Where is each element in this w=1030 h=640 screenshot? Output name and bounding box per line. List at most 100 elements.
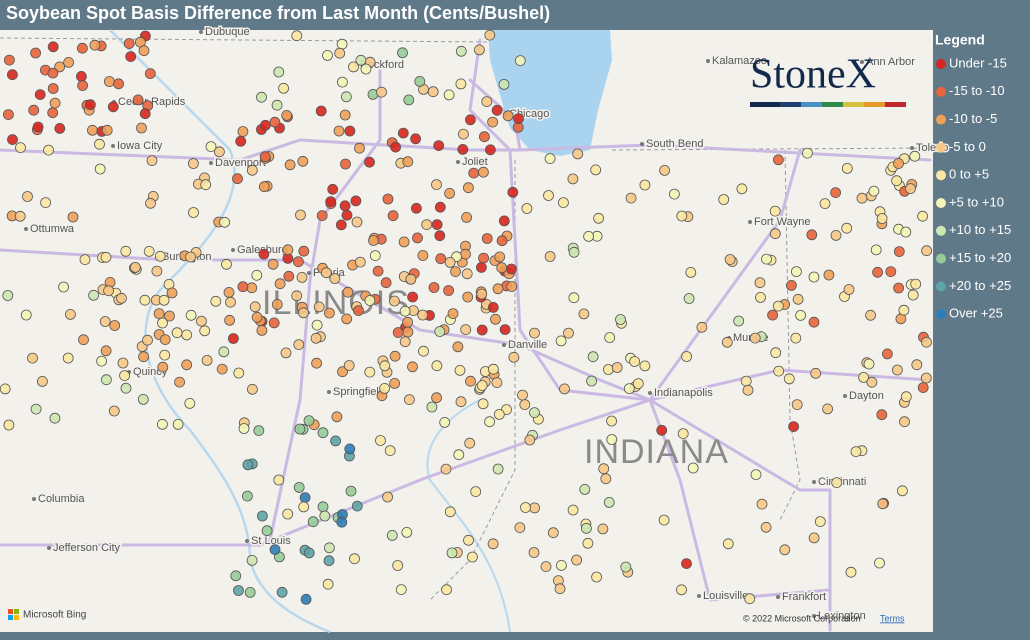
basis-dot [877, 498, 889, 510]
basis-dot [547, 527, 559, 539]
basis-dot [94, 138, 105, 150]
basis-dot [900, 226, 912, 238]
basis-dot [841, 222, 853, 234]
basis-dot [417, 250, 429, 261]
basis-dot [283, 270, 295, 282]
basis-dot [498, 79, 510, 90]
basis-dot [920, 372, 932, 384]
logo-stripe [780, 102, 801, 107]
basis-dot [802, 147, 813, 159]
basis-dot [354, 256, 366, 268]
city-marker [697, 594, 701, 598]
basis-dot [256, 510, 268, 522]
basis-dot [499, 324, 511, 336]
basis-dot [581, 522, 592, 534]
bing-icon [8, 609, 13, 614]
city-label: Davenport [215, 157, 266, 169]
basis-dot [88, 289, 99, 301]
basis-dot [868, 185, 880, 197]
basis-dot [431, 392, 443, 404]
basis-dot [372, 265, 384, 277]
basis-dot [681, 558, 692, 569]
basis-dot [67, 211, 79, 223]
basis-dot [323, 542, 335, 554]
basis-dot [274, 278, 286, 290]
legend-label: -5 to 0 [949, 139, 986, 154]
basis-dot [492, 283, 504, 295]
basis-dot [320, 267, 332, 279]
basis-dot [519, 399, 531, 411]
legend-label: -10 to -5 [949, 111, 997, 126]
basis-dot [403, 94, 415, 106]
basis-dot [258, 181, 270, 193]
basis-dot [89, 39, 101, 51]
basis-dot [109, 320, 121, 331]
basis-dot [431, 360, 443, 372]
basis-dot [521, 203, 533, 214]
basis-dot [339, 200, 351, 212]
basis-dot [487, 301, 499, 313]
basis-dot [819, 198, 831, 210]
basis-dot [528, 547, 540, 558]
basis-dot [882, 348, 893, 360]
basis-dot [921, 336, 932, 348]
basis-dot [405, 273, 417, 285]
basis-dot [756, 498, 768, 510]
basis-dot [232, 173, 243, 185]
basis-dot [476, 380, 488, 391]
basis-dot [392, 560, 404, 571]
basis-dot [28, 104, 40, 116]
basis-dot [120, 245, 132, 257]
basis-dot [496, 262, 508, 274]
basis-dot [559, 383, 570, 395]
basis-dot [375, 435, 386, 446]
basis-dot [171, 327, 183, 339]
basis-dot [159, 349, 171, 361]
basis-dot [199, 325, 211, 337]
basis-dot [172, 418, 184, 430]
basis-dot [350, 195, 362, 207]
basis-dot [593, 212, 604, 224]
logo: StoneX [750, 52, 906, 107]
legend-swatch [936, 86, 946, 97]
basis-dot [223, 286, 235, 298]
basis-dot [292, 256, 304, 268]
basis-dot [823, 269, 835, 281]
basis-dot [462, 291, 474, 303]
legend-label: +5 to +10 [949, 194, 1004, 209]
basis-dot [364, 156, 375, 168]
basis-dot [227, 333, 239, 344]
basis-dot [681, 351, 692, 362]
legend-label: +10 to +15 [949, 222, 1011, 237]
basis-dot [464, 114, 476, 126]
city-marker [47, 546, 51, 550]
basis-dot [850, 446, 862, 458]
terms-link[interactable]: Terms [880, 613, 905, 623]
basis-dot [443, 89, 455, 101]
basis-dot [724, 254, 736, 265]
basis-dot [30, 47, 41, 59]
basis-dot [629, 356, 640, 367]
basis-dot [447, 308, 459, 320]
basis-dot [806, 229, 818, 241]
city-marker [245, 539, 249, 543]
basis-dot [431, 179, 442, 191]
basis-dot [94, 163, 106, 175]
basis-dot [470, 486, 482, 498]
basis-dot [251, 311, 263, 323]
basis-dot [414, 76, 426, 87]
city-marker [231, 248, 235, 252]
basis-dot [606, 415, 617, 427]
basis-dot [468, 167, 480, 179]
basis-dot [722, 538, 734, 550]
basis-dot [293, 481, 305, 493]
basis-dot [463, 534, 474, 546]
basis-dot [398, 236, 410, 248]
basis-dot [792, 293, 804, 305]
city-label: South Bend [646, 138, 704, 150]
basis-dot [225, 296, 236, 308]
city-marker [860, 60, 864, 64]
basis-dot [478, 131, 490, 143]
basis-dot [772, 300, 784, 312]
city-label: St Louis [251, 535, 291, 547]
